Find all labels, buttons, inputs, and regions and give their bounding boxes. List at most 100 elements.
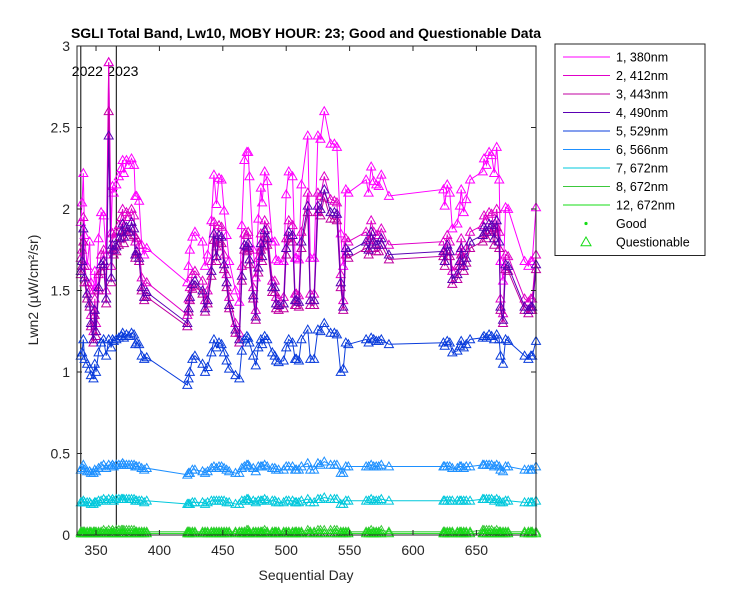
- data-point-marker: [239, 227, 250, 238]
- data-point-marker: [495, 301, 506, 311]
- data-point-marker: [189, 464, 201, 474]
- data-point-marker: [221, 276, 232, 287]
- data-point-marker: [302, 324, 314, 334]
- data-point-marker: [296, 495, 307, 505]
- data-point-marker: [269, 281, 281, 292]
- data-point-marker: [189, 265, 201, 275]
- data-point-marker: [239, 239, 250, 249]
- data-point-marker: [335, 281, 347, 292]
- data-point-marker: [497, 317, 509, 327]
- data-point-marker: [118, 167, 130, 178]
- data-point-marker: [138, 353, 150, 363]
- data-point-marker: [261, 232, 273, 243]
- data-point-marker: [331, 493, 343, 504]
- data-point-marker: [138, 291, 150, 301]
- data-point-marker: [121, 206, 132, 217]
- data-point-marker: [216, 221, 227, 231]
- data-point-marker: [383, 338, 395, 349]
- data-point-marker: [478, 221, 490, 231]
- data-point-marker: [365, 161, 377, 171]
- data-point-marker: [365, 459, 377, 469]
- data-point-marker: [236, 345, 248, 355]
- data-point-marker: [77, 211, 89, 222]
- x-tick-label: 350: [84, 542, 108, 558]
- data-point-marker: [136, 284, 148, 295]
- data-point-marker: [256, 255, 268, 266]
- data-point-marker: [88, 467, 99, 477]
- data-point-marker: [126, 152, 137, 163]
- data-point-marker: [500, 333, 511, 344]
- data-point-marker: [108, 187, 120, 197]
- data-point-marker: [218, 346, 230, 357]
- legend-entry-label: Questionable: [616, 236, 690, 250]
- data-point-marker: [446, 273, 458, 283]
- data-point-marker: [365, 214, 377, 225]
- data-point-marker: [497, 358, 509, 368]
- data-point-marker: [250, 465, 262, 476]
- data-point-marker: [77, 333, 89, 344]
- data-point-marker: [138, 249, 150, 259]
- data-point-marker: [133, 239, 145, 249]
- data-point-marker: [269, 275, 281, 285]
- data-point-marker: [502, 335, 514, 345]
- data-point-marker: [360, 236, 372, 246]
- data-point-marker: [79, 276, 90, 287]
- data-point-marker: [269, 236, 281, 246]
- data-point-marker: [93, 281, 104, 292]
- data-point-marker: [247, 289, 259, 300]
- data-point-marker: [464, 333, 476, 344]
- data-point-marker: [438, 236, 449, 246]
- data-point-marker: [491, 459, 503, 469]
- data-point-marker: [95, 337, 107, 347]
- data-point-marker: [296, 179, 307, 189]
- data-point-marker: [280, 242, 292, 252]
- data-point-marker: [460, 252, 472, 262]
- data-point-marker: [187, 278, 198, 288]
- data-point-marker: [342, 338, 354, 349]
- data-point-marker: [244, 170, 255, 181]
- data-point-marker: [446, 278, 458, 288]
- data-point-marker: [318, 105, 330, 116]
- data-point-marker: [486, 219, 497, 230]
- data-point-marker: [183, 260, 194, 270]
- data-point-marker: [526, 464, 538, 474]
- data-point-marker: [85, 320, 97, 331]
- data-point-marker: [360, 174, 372, 184]
- data-point-marker: [95, 258, 107, 269]
- x-tick-label: 600: [401, 542, 425, 558]
- data-point-marker: [312, 457, 324, 468]
- data-point-marker: [255, 182, 267, 192]
- data-point-marker: [197, 275, 208, 285]
- x-tick-label: 450: [211, 542, 235, 558]
- data-point-marker: [477, 229, 489, 239]
- data-point-marker: [199, 366, 211, 376]
- data-point-marker: [383, 254, 395, 264]
- data-point-marker: [98, 255, 109, 266]
- data-point-marker: [342, 252, 354, 262]
- data-point-marker: [493, 174, 505, 184]
- data-point-marker: [439, 340, 451, 350]
- data-point-marker: [88, 373, 99, 383]
- data-point-marker: [100, 350, 112, 360]
- data-point-marker: [208, 169, 220, 179]
- data-point-marker: [256, 338, 268, 349]
- data-point-marker: [441, 179, 453, 189]
- data-point-marker: [133, 252, 145, 262]
- data-point-marker: [335, 366, 347, 376]
- data-point-marker: [184, 366, 196, 376]
- data-point-marker: [373, 245, 385, 256]
- legend-entry-label: 2, 412nm: [616, 69, 668, 83]
- data-point-marker: [141, 527, 153, 538]
- data-point-marker: [242, 146, 254, 156]
- legend-entry-label: Good: [616, 217, 647, 231]
- data-point-marker: [121, 221, 132, 231]
- data-point-marker: [230, 327, 241, 337]
- data-point-marker: [444, 187, 456, 197]
- data-point-marker: [452, 462, 463, 473]
- data-point-marker: [452, 218, 463, 228]
- data-point-marker: [500, 249, 511, 259]
- data-point-marker: [478, 152, 490, 163]
- data-point-marker: [375, 232, 387, 243]
- legend-entry-label: 12, 672nm: [616, 199, 675, 213]
- data-point-marker: [247, 350, 259, 360]
